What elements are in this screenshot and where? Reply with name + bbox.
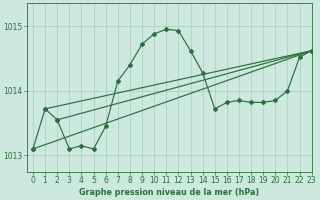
X-axis label: Graphe pression niveau de la mer (hPa): Graphe pression niveau de la mer (hPa) <box>79 188 260 197</box>
